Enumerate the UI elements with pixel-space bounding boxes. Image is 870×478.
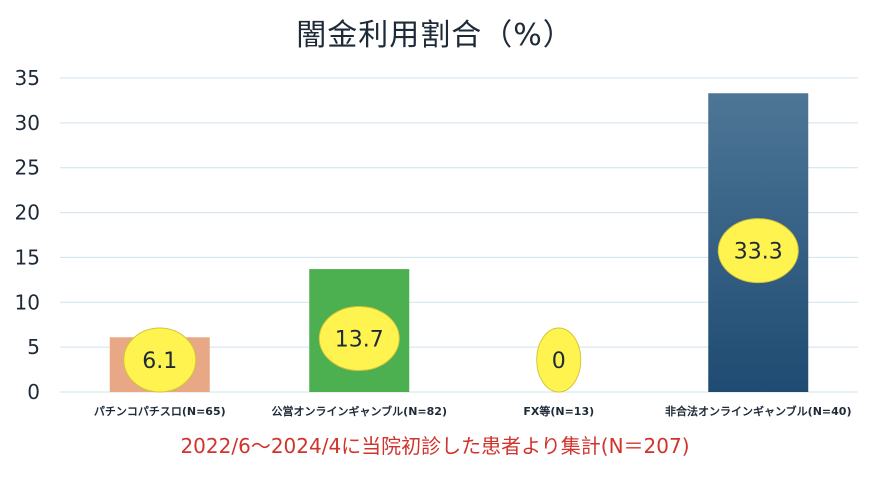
y-tick-label: 0 [27, 380, 40, 404]
data-label-bubble [536, 327, 582, 393]
y-axis: 0 5 10 15 20 25 30 35 [15, 66, 40, 404]
x-tick-label: パチンコパチスロ(N=65) [94, 405, 226, 418]
data-labels: 6.1 13.7 0 33.3 [123, 218, 799, 393]
y-tick-label: 5 [27, 335, 40, 359]
x-axis: パチンコパチスロ(N=65) 公営オンラインギャンブル(N=82) FX等(N=13… [94, 404, 852, 418]
y-tick-label: 15 [15, 245, 40, 269]
y-tick-label: 10 [15, 290, 40, 314]
data-label-bubble [318, 306, 400, 372]
x-tick-label: 非合法オンラインギャンブル(N=40) [665, 404, 851, 418]
data-label: 13.7 [335, 328, 384, 353]
y-tick-label: 20 [15, 201, 40, 225]
y-tick-label: 30 [15, 111, 40, 135]
x-tick-label: 公営オンラインギャンブル(N=82) [272, 404, 447, 418]
data-label: 0 [552, 349, 566, 374]
y-tick-label: 35 [15, 66, 40, 90]
data-label: 33.3 [734, 240, 783, 265]
x-tick-label: FX等(N=13) [523, 404, 594, 418]
data-label-bubble [717, 218, 799, 284]
chart-note: 2022/6～2024/4に当院初診した患者より集計(N＝207) [180, 434, 690, 458]
y-tick-label: 25 [15, 156, 40, 180]
data-label: 6.1 [142, 349, 177, 374]
chart-title: 闇金利用割合（%） [296, 18, 574, 53]
data-label-bubble [123, 327, 197, 393]
